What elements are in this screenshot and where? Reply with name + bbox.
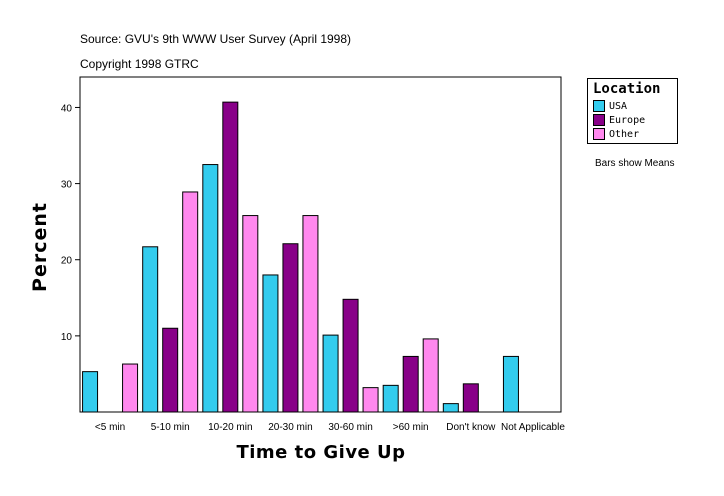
bar-other-0 (122, 363, 139, 413)
bar-usa-5 (382, 384, 399, 413)
y-tick-label: 30 (61, 180, 73, 191)
y-axis-title: Percent (29, 202, 51, 292)
bar-other-3 (302, 215, 319, 413)
legend-label-other: Other (609, 128, 640, 140)
bar-other-4 (362, 387, 379, 413)
legend-item-usa: USA (593, 99, 627, 113)
bar-europe-5 (402, 355, 419, 413)
legend-item-europe: Europe (593, 113, 645, 127)
bar-usa-4 (322, 334, 339, 413)
legend-title: Location (593, 81, 661, 97)
legend: Location USA Europe Other (587, 78, 678, 144)
x-tick-label: >60 min (393, 422, 429, 433)
x-axis-title: Time to Give Up (236, 442, 405, 463)
bar-europe-4 (342, 298, 359, 413)
x-tick-label: <5 min (95, 422, 125, 433)
x-tick-label: 20-30 min (268, 422, 312, 433)
y-tick-label: 20 (61, 256, 73, 267)
x-tick-label: 10-20 min (208, 422, 252, 433)
legend-swatch-europe (593, 114, 605, 126)
x-tick-label: 30-60 min (328, 422, 372, 433)
bar-usa-0 (82, 371, 99, 413)
bar-europe-3 (282, 243, 299, 413)
bar-other-2 (242, 215, 259, 413)
y-tick-label: 40 (61, 103, 73, 114)
legend-label-europe: Europe (609, 114, 646, 126)
x-tick-label: 5-10 min (151, 422, 190, 433)
bar-usa-1 (142, 246, 159, 413)
legend-label-usa: USA (609, 100, 628, 112)
y-tick-label: 10 (61, 332, 73, 343)
copyright-caption: Copyright 1998 GTRC (80, 57, 199, 71)
bar-other-1 (182, 191, 199, 413)
x-tick-label: Not Applicable (501, 422, 565, 433)
bar-usa-7 (502, 355, 519, 413)
legend-swatch-usa (593, 100, 605, 112)
bar-europe-2 (222, 101, 239, 413)
legend-item-other: Other (593, 127, 639, 141)
bar-usa-2 (202, 164, 219, 413)
bar-other-5 (422, 338, 439, 413)
bar-usa-3 (262, 274, 279, 413)
bar-europe-6 (462, 383, 479, 413)
x-tick-label: Don't know (446, 422, 496, 433)
source-caption: Source: GVU's 9th WWW User Survey (April… (80, 32, 352, 46)
legend-swatch-other (593, 128, 605, 140)
bar-usa-6 (442, 403, 459, 413)
plot-frame (79, 76, 562, 413)
bar-europe-1 (162, 327, 179, 413)
bars-note: Bars show Means (595, 158, 675, 169)
